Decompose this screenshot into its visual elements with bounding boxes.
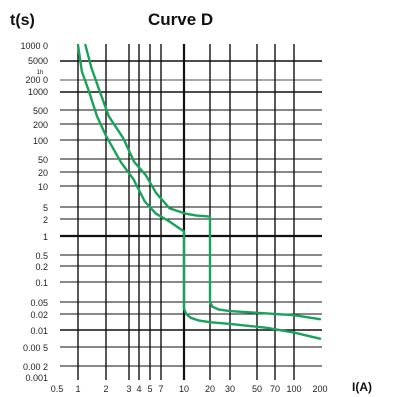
y-tick-label: 0.00 2 bbox=[23, 362, 48, 372]
series-line-1 bbox=[76, 43, 322, 340]
x-tick-label: 0.5 bbox=[51, 384, 64, 394]
y-tick-label: 5 bbox=[43, 203, 48, 213]
y-tick-label: 1000 bbox=[28, 87, 48, 97]
x-tick-label: 200 bbox=[312, 384, 327, 394]
y-tick-label: 20 bbox=[38, 168, 48, 178]
y-tick-label: 1000 0 bbox=[20, 41, 48, 51]
y-tick-label: 0.5 bbox=[35, 251, 48, 261]
y-tick-label: 100 bbox=[33, 136, 48, 146]
y-tick-label: 500 bbox=[33, 106, 48, 116]
y-tick-label: 0.01 bbox=[30, 326, 48, 336]
series-line-2 bbox=[84, 43, 322, 321]
y-tick-label: 1 bbox=[43, 232, 48, 242]
y-tick-label: 0.05 bbox=[30, 298, 48, 308]
y-tick-label: 1h bbox=[37, 70, 44, 76]
x-tick-labels: 0.5 1 2 3 4 5 7 10 20 30 50 70 100 200 bbox=[51, 384, 328, 394]
x-tick-label: 10 bbox=[179, 384, 189, 394]
y-tick-label: 0.1 bbox=[35, 278, 48, 288]
y-tick-label: 2 bbox=[43, 215, 48, 225]
chart-title: Curve D bbox=[148, 10, 213, 29]
x-tick-label: 3 bbox=[126, 384, 131, 394]
x-tick-label: 7 bbox=[158, 384, 163, 394]
y-tick-label: 50 bbox=[38, 155, 48, 165]
y-axis-label: t(s) bbox=[10, 12, 35, 29]
y-tick-label: 10 bbox=[38, 182, 48, 192]
x-tick-label: 1 bbox=[75, 384, 80, 394]
y-tick-label: 0.02 bbox=[30, 310, 48, 320]
x-tick-label: 70 bbox=[270, 384, 280, 394]
x-tick-label: 50 bbox=[252, 384, 262, 394]
y-tick-label: 0.001 bbox=[25, 373, 48, 383]
x-tick-label: 4 bbox=[136, 384, 141, 394]
y-tick-label: 0.00 5 bbox=[23, 343, 48, 353]
y-tick-label: 0.2 bbox=[35, 262, 48, 272]
y-tick-label: 5000 bbox=[28, 56, 48, 66]
y-tick-label: 200 0 bbox=[25, 75, 48, 85]
series-layer bbox=[76, 43, 322, 340]
x-tick-label: 100 bbox=[286, 384, 301, 394]
y-tick-label: 200 bbox=[33, 120, 48, 130]
x-tick-label: 20 bbox=[205, 384, 215, 394]
x-axis-label: I(A) bbox=[352, 380, 372, 394]
x-tick-label: 2 bbox=[103, 384, 108, 394]
x-tick-label: 5 bbox=[147, 384, 152, 394]
x-tick-label: 30 bbox=[225, 384, 235, 394]
